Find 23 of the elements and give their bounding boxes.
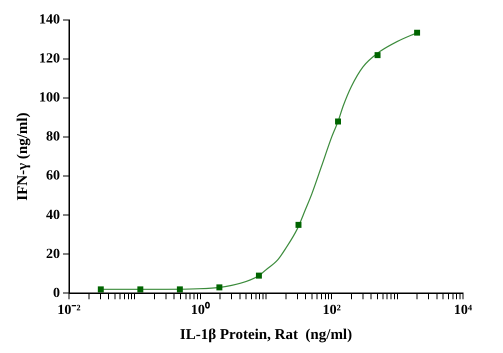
- x-tick-label: 10²: [322, 303, 341, 318]
- y-tick-label: 100: [39, 90, 60, 106]
- x-axis-title: IL-1β Protein, Rat (ng/ml): [180, 326, 352, 343]
- y-tick-label: 20: [46, 246, 60, 262]
- x-tick-label: 10⁴: [454, 303, 473, 318]
- point: [335, 118, 342, 124]
- point: [137, 286, 144, 292]
- y-tick-label: 140: [39, 12, 60, 28]
- x-tick-label: 10⁰: [190, 301, 210, 318]
- y-axis-title: IFN-γ (ng/ml): [14, 112, 31, 201]
- point: [216, 284, 222, 290]
- y-tick-label: 60: [46, 168, 60, 184]
- x-tick-label: 10⁻²: [57, 303, 81, 318]
- y-tick-label: 80: [46, 130, 60, 145]
- point: [256, 272, 262, 279]
- y-tick-label: 120: [39, 52, 60, 67]
- y-tick-label: 40: [46, 208, 60, 223]
- point: [176, 286, 183, 292]
- y-tick-label: 0: [53, 286, 60, 301]
- point: [296, 222, 302, 228]
- point: [98, 286, 104, 292]
- point: [414, 30, 420, 36]
- point: [374, 52, 381, 58]
